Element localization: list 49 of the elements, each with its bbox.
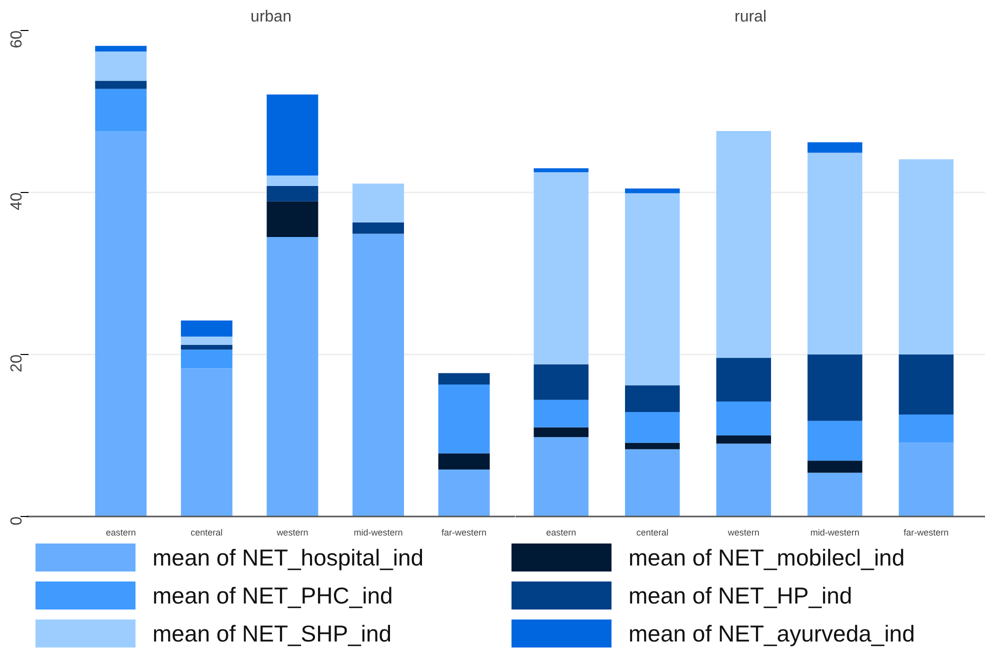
bar [898, 414, 954, 443]
bar [534, 168, 589, 172]
bar [625, 193, 680, 386]
bar [898, 159, 954, 354]
legend-label: mean of NET_PHC_ind [152, 582, 393, 608]
bar [534, 172, 589, 364]
bar [808, 420, 862, 461]
chart-title: urban [250, 8, 292, 26]
bar [898, 442, 954, 516]
x-tick-label: mid-western [354, 528, 403, 538]
x-tick-label: mid-western [810, 528, 860, 538]
bar [625, 385, 680, 412]
bar [808, 460, 862, 473]
bar [898, 354, 954, 414]
y-tick-label: 20 [8, 354, 26, 372]
bar [716, 358, 772, 402]
legend-label: mean of NET_SHP_ind [152, 620, 392, 646]
x-tick-label: far-western [904, 528, 949, 538]
x-tick-label: far-western [442, 528, 487, 538]
bar [716, 401, 772, 436]
bar [625, 188, 680, 194]
y-tick-label: 40 [8, 192, 26, 210]
bar [808, 354, 862, 421]
legend-label: mean of NET_mobilecl_ind [628, 544, 905, 570]
bar [534, 437, 589, 516]
bar [716, 436, 772, 444]
legend-label: mean of NET_HP_ind [628, 582, 852, 608]
x-tick-label: western [726, 528, 760, 538]
bar [534, 400, 589, 428]
legend-label: mean of NET_ayurveda_ind [628, 620, 915, 646]
bar [808, 142, 862, 153]
bar [534, 427, 589, 438]
bar [625, 442, 680, 450]
x-tick-label: eastern [106, 528, 136, 538]
x-tick-label: eastern [546, 528, 576, 538]
x-tick-label: western [276, 528, 308, 538]
y-tick-label: 60 [8, 30, 26, 48]
bar [625, 412, 680, 443]
bar [808, 152, 862, 354]
x-tick-label: centeral [190, 528, 223, 538]
bar [716, 130, 772, 358]
y-tick-label: 0 [8, 516, 26, 526]
x-tick-label: centeral [636, 528, 668, 538]
legend-label: mean of NET_hospital_ind [152, 544, 424, 570]
bar [534, 364, 589, 400]
chart-title: rural [734, 8, 767, 26]
bar [625, 449, 680, 516]
bar [716, 444, 772, 516]
bar [808, 472, 862, 516]
